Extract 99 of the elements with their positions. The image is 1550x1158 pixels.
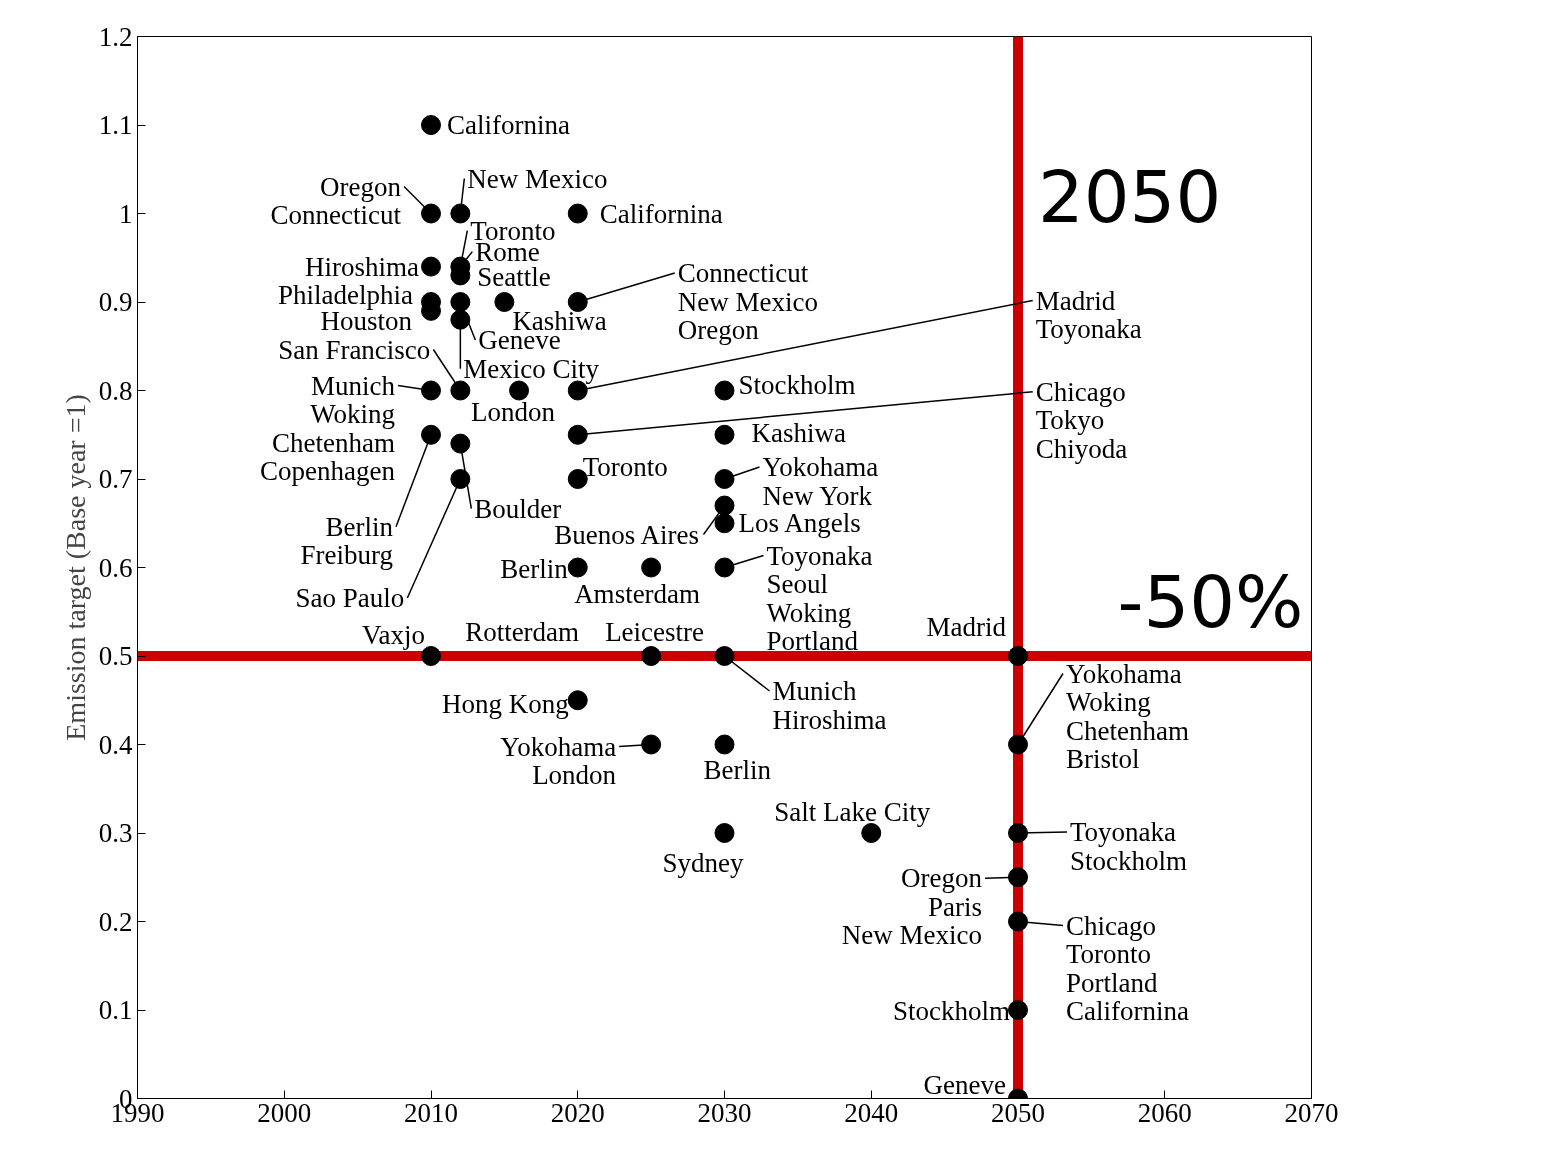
- point: [641, 557, 662, 578]
- annotation: Geneve: [923, 1069, 1007, 1100]
- point: [567, 292, 588, 312]
- point: [1008, 646, 1028, 666]
- annotation: Amsterdam: [574, 578, 701, 609]
- annotation: Chicago Tokyo Chiyoda: [1035, 376, 1128, 464]
- annotation: Sao Paulo: [295, 583, 405, 613]
- annotation: Toronto: [582, 452, 668, 482]
- y-tick-label: 0.6: [98, 552, 133, 583]
- x-tick-label: 2040: [844, 1097, 899, 1128]
- y-tick-label: 0.7: [98, 464, 133, 494]
- y-tick-label: 0.5: [98, 641, 133, 671]
- y-tick-label: 0.8: [98, 375, 133, 406]
- point: [567, 424, 588, 445]
- annotation: Rotterdam: [465, 617, 580, 647]
- annotation: Oregon Paris New Mexico: [841, 863, 983, 951]
- x-tick-label: 2000: [257, 1097, 312, 1128]
- annotation: Yokohama New York: [762, 452, 879, 511]
- annotation: Sydney: [662, 848, 744, 878]
- annotation: Salt Lake City: [774, 797, 931, 827]
- point: [714, 557, 735, 578]
- point: [1008, 734, 1028, 755]
- point: [714, 424, 735, 445]
- y-tick-label: 1.1: [98, 110, 133, 140]
- point: [450, 380, 471, 401]
- point: [567, 690, 588, 711]
- y-tick-label: 0.2: [98, 906, 133, 937]
- point: [641, 646, 662, 666]
- y-axis-title: Emission target (Base year =1): [59, 394, 91, 741]
- annotation: Toyonaka Stockholm: [1070, 817, 1188, 876]
- annotation: Connecticut New Mexico Oregon: [677, 258, 818, 345]
- x-tick-label: 2020: [550, 1097, 605, 1128]
- point: [1008, 823, 1028, 843]
- annotation: -50%: [1117, 560, 1304, 644]
- annotation: London: [471, 396, 556, 427]
- y-tick-label: 1.2: [98, 21, 133, 52]
- annotation: Vaxjo: [362, 620, 426, 650]
- point: [714, 469, 735, 489]
- point: [421, 380, 441, 401]
- annotation: Berlin Freiburg: [300, 511, 394, 571]
- point: [714, 380, 735, 401]
- y-tick-label: 1: [119, 198, 133, 229]
- point: [421, 203, 441, 224]
- annotation: Seattle: [477, 262, 551, 293]
- point: [450, 203, 471, 224]
- point: [450, 433, 471, 454]
- annotation: Hiroshima: [305, 251, 420, 282]
- annotation: Munich Hiroshima: [772, 676, 887, 735]
- annotation: Hong Kong: [442, 689, 569, 720]
- point: [714, 734, 735, 755]
- point: [641, 734, 662, 755]
- y-tick-label: 0.3: [98, 818, 133, 848]
- point: [1008, 911, 1028, 932]
- x-tick-label: 2070: [1284, 1097, 1339, 1128]
- point: [494, 292, 515, 312]
- annotation: Chicago Toronto Portland Californina: [1066, 910, 1189, 1026]
- annotation: Yokohama Woking Chetenham Bristol: [1066, 658, 1189, 774]
- annotation: Kashiwa: [751, 417, 846, 448]
- ref-line-label: 2050: [1038, 155, 1222, 240]
- annotation: New Mexico: [467, 163, 608, 194]
- x-tick-label: 2030: [697, 1097, 752, 1128]
- point: [714, 646, 735, 666]
- point: [450, 309, 471, 330]
- annotation: Madrid Toyonaka: [1035, 285, 1142, 344]
- y-tick-label: 0.9: [98, 287, 133, 317]
- annotation: Berlin: [500, 553, 569, 584]
- annotation: Mexico City: [463, 353, 600, 384]
- annotation: Oregon Connecticut: [270, 171, 402, 230]
- annotation: San Francisco: [278, 334, 431, 365]
- annotation: Leicestre: [605, 617, 705, 647]
- y-tick-label: 0.1: [98, 995, 133, 1025]
- point: [509, 380, 530, 401]
- point: [421, 256, 441, 277]
- point: [714, 823, 735, 843]
- annotation: Stockholm: [738, 369, 856, 400]
- point: [421, 115, 441, 135]
- point: [714, 495, 735, 516]
- annotation: Californina: [447, 110, 570, 140]
- annotation: Munich Woking Chetenham Copenhagen: [260, 370, 396, 486]
- y-tick-label: 0.4: [98, 729, 133, 760]
- annotation: Californina: [599, 198, 723, 229]
- point: [567, 557, 588, 578]
- annotation: Yokohama London: [500, 731, 617, 790]
- point: [714, 513, 735, 534]
- point: [450, 469, 471, 489]
- point: [450, 292, 471, 312]
- point: [421, 424, 441, 445]
- x-tick-label: 2050: [991, 1097, 1045, 1128]
- point: [1008, 1000, 1028, 1020]
- annotation: Madrid: [926, 612, 1007, 642]
- annotation: Toyonaka Seoul Woking Portland: [766, 540, 873, 656]
- point: [1008, 867, 1028, 888]
- point: [567, 203, 588, 224]
- annotation: Stockholm: [893, 996, 1011, 1026]
- x-tick-label: 2060: [1137, 1097, 1192, 1128]
- x-tick-label: 2010: [404, 1097, 458, 1128]
- annotation: Los Angels: [738, 508, 861, 539]
- annotation: Berlin: [703, 754, 772, 785]
- point: [861, 823, 882, 843]
